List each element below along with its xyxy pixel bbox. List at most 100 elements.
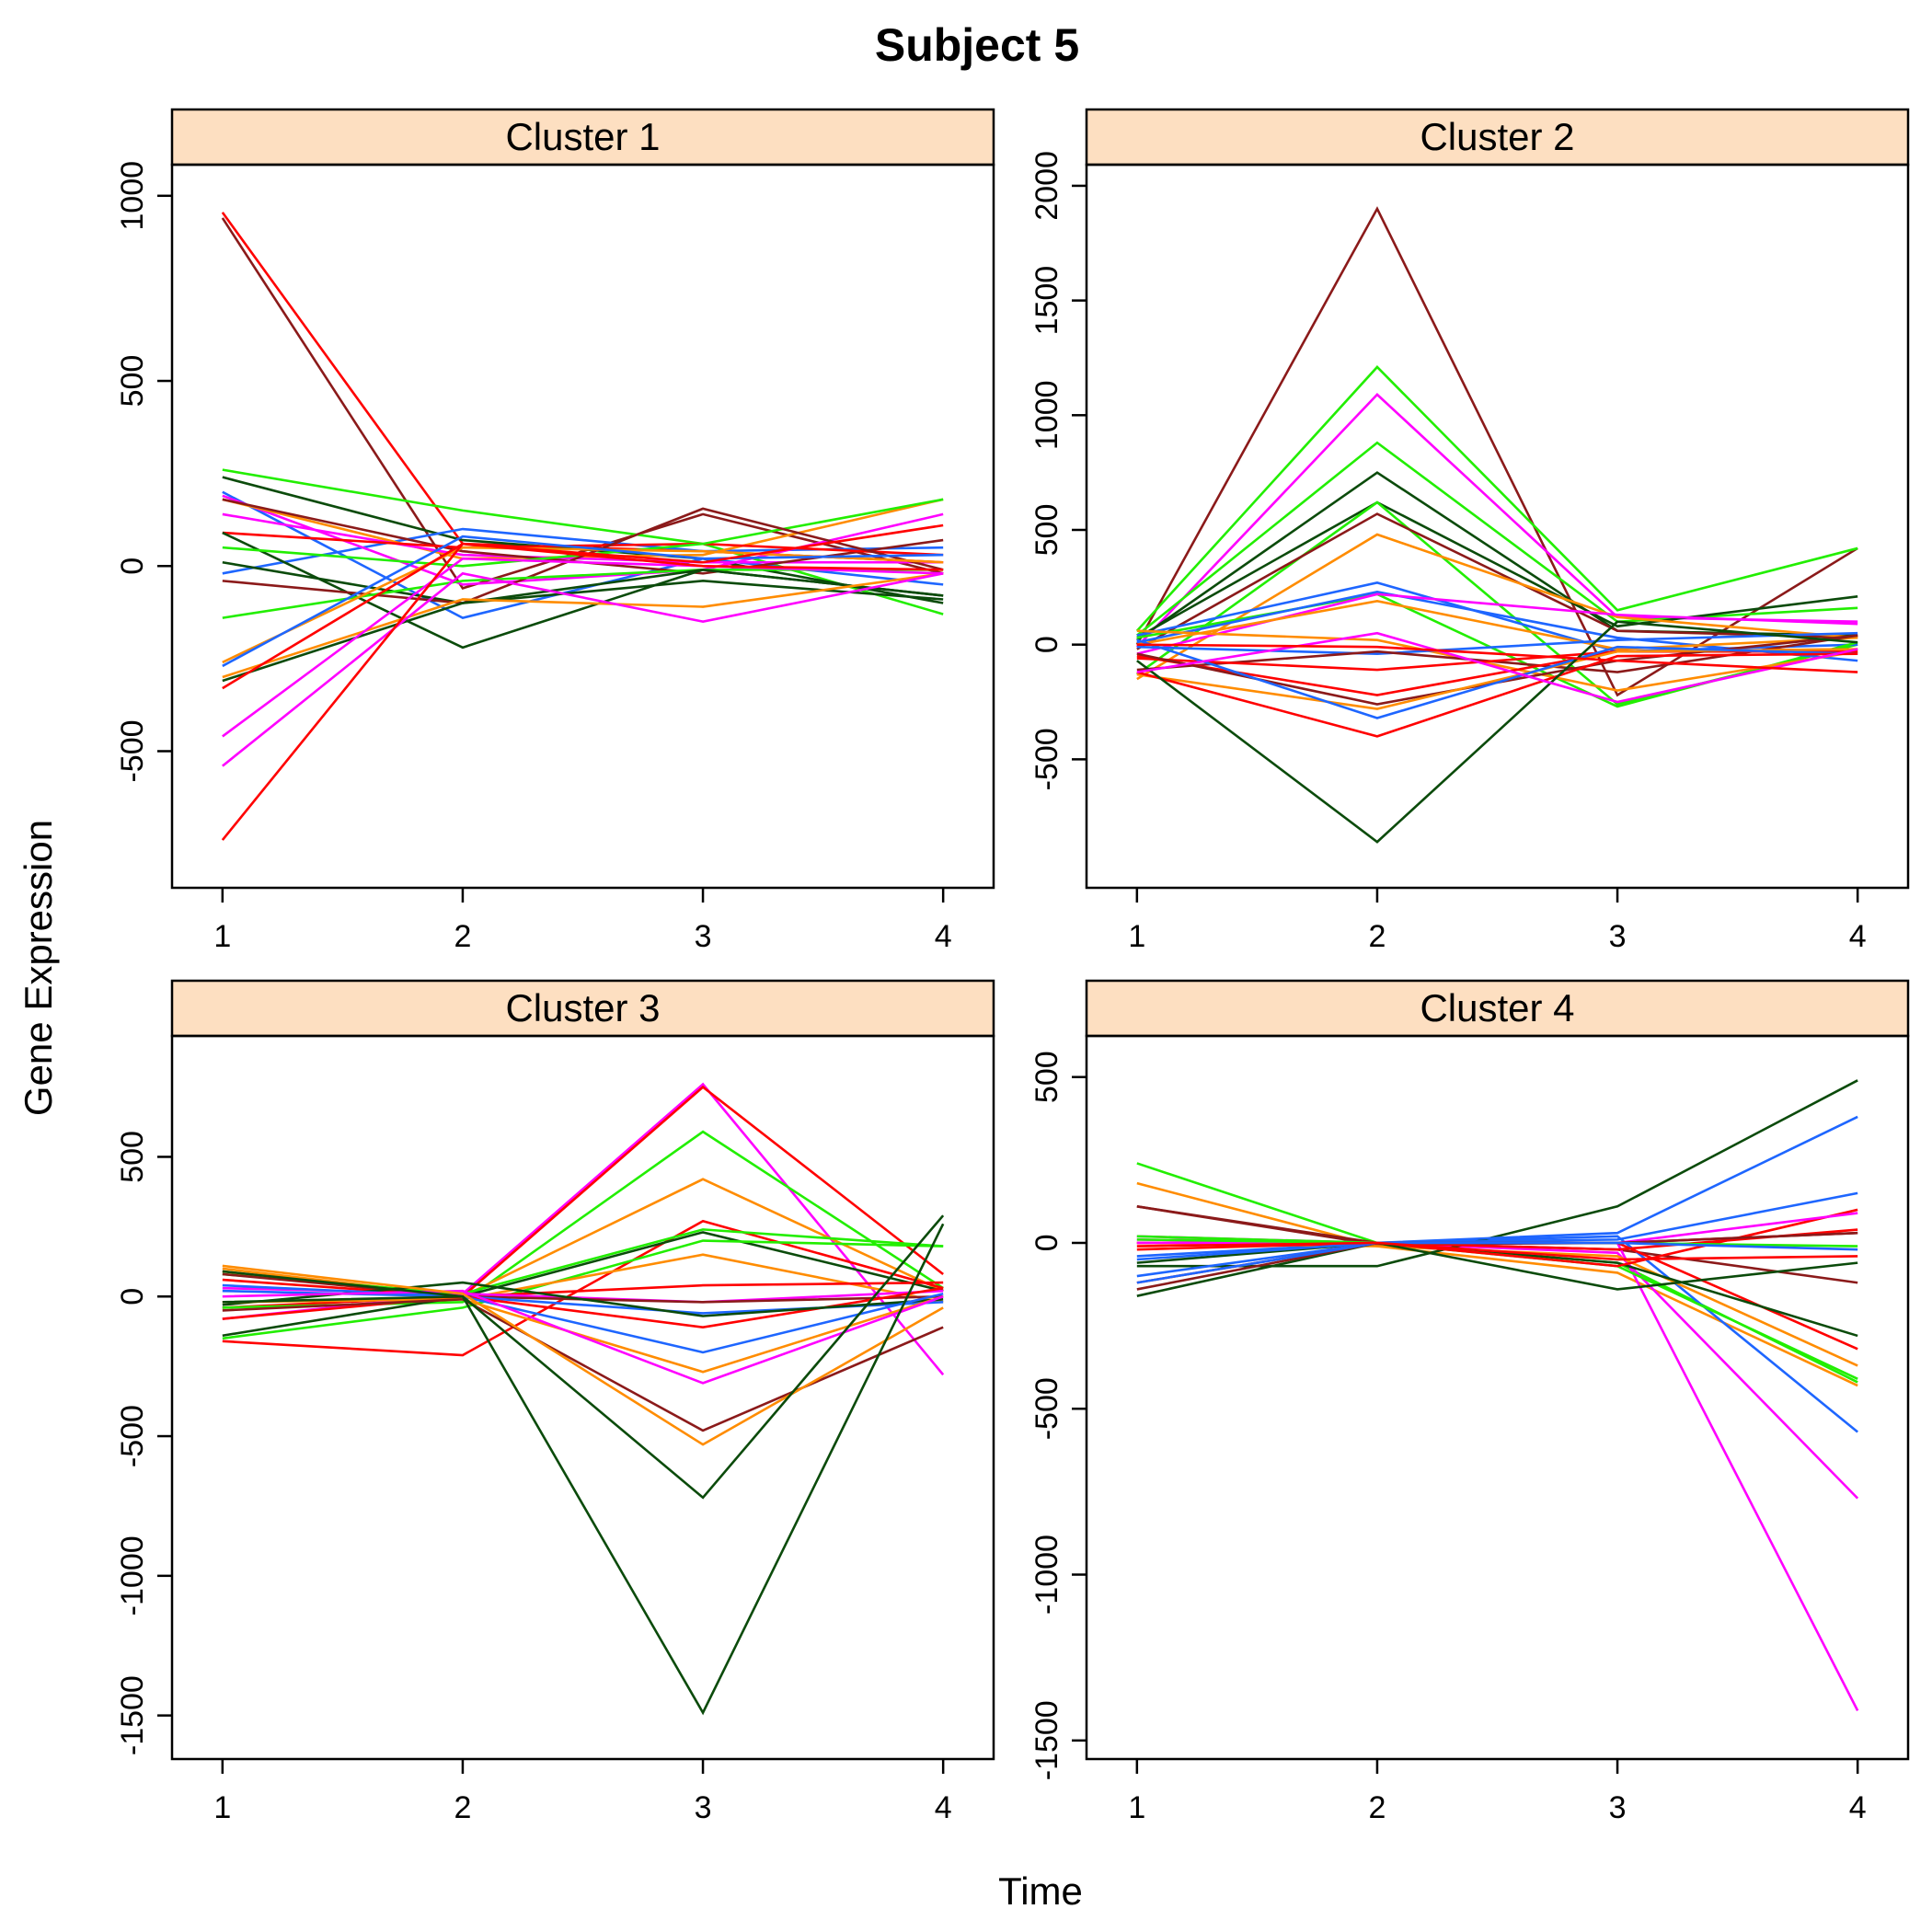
x-tick-label: 4 <box>935 1790 952 1825</box>
series-line-2 <box>1136 1181 1858 1387</box>
x-tick-label: 2 <box>454 1790 471 1825</box>
y-tick-label: 0 <box>1029 1235 1064 1252</box>
series-line-24 <box>221 542 944 841</box>
panel-strip-title: Cluster 4 <box>1420 986 1574 1029</box>
y-tick-label: -500 <box>1029 1377 1064 1440</box>
y-tick-label: 0 <box>115 1288 150 1305</box>
series-line-14 <box>1136 599 1858 650</box>
series-line-7 <box>1136 1235 1858 1433</box>
series-line-16 <box>1136 631 1858 655</box>
y-tick-label: -1000 <box>1029 1535 1064 1615</box>
y-tick-label: 500 <box>115 1131 150 1183</box>
series-line-7 <box>222 1239 944 1340</box>
y-tick-label: -1500 <box>115 1675 150 1755</box>
series-line-9 <box>222 512 944 564</box>
y-tick-label: 500 <box>1029 1051 1064 1103</box>
series-line-6 <box>222 1231 944 1338</box>
x-tick-label: 4 <box>1849 1790 1867 1825</box>
series-line-3 <box>222 468 944 615</box>
series-line-11 <box>222 531 944 557</box>
panel-strip-title: Cluster 3 <box>505 986 660 1029</box>
series-line-17 <box>1136 1241 1858 1297</box>
panel-strip-title: Cluster 1 <box>505 115 660 158</box>
panel-cluster-4: Cluster 4 1 2 3 4 -1500 -1000 -500 0 500 <box>1029 979 1910 1825</box>
x-tick-label: 1 <box>1128 919 1145 954</box>
y-tick-label: 1500 <box>1029 266 1064 336</box>
series-line-2 <box>222 1085 944 1309</box>
x-tick-label: 1 <box>213 919 231 954</box>
panel-cluster-2: Cluster 2 1 2 3 4 -500 0 500 1000 1500 2000 <box>1029 108 1910 954</box>
series-line-10 <box>222 1278 944 1298</box>
series-line-2 <box>1135 365 1858 632</box>
series-line-14 <box>1136 1191 1858 1261</box>
y-tick-label: 2000 <box>1029 151 1064 221</box>
y-tick-label: 1000 <box>1029 380 1064 450</box>
y-tick-label: 500 <box>115 355 150 408</box>
y-tick-label: -1000 <box>115 1535 150 1616</box>
series-group <box>1136 1079 1859 1711</box>
series-line-4 <box>1136 441 1858 637</box>
plot-frame <box>170 163 995 890</box>
series-line-5 <box>222 1219 944 1357</box>
x-tick-label: 4 <box>935 919 952 954</box>
series-line-13 <box>1136 1115 1858 1278</box>
series-line-22 <box>222 557 944 738</box>
series-line-23 <box>1136 652 1858 738</box>
series-line-1 <box>221 212 944 564</box>
series-line-19 <box>222 1297 944 1432</box>
series-line-18 <box>222 535 944 668</box>
series-group <box>221 212 944 841</box>
x-tick-label: 1 <box>213 1790 231 1825</box>
x-tick-label: 3 <box>695 919 712 954</box>
y-tick-label: -500 <box>115 1405 150 1467</box>
series-line-22 <box>1136 1241 1858 1261</box>
y-tick-label: 500 <box>1029 504 1064 557</box>
y-axis-label: Gene Expression <box>17 820 60 1116</box>
series-line-16 <box>222 1283 944 1354</box>
series-line-9 <box>1136 533 1858 681</box>
series-line-8 <box>1136 512 1858 650</box>
y-tick-label: -1500 <box>1029 1700 1064 1780</box>
x-tick-label: 1 <box>1128 1790 1145 1825</box>
y-tick-label: -500 <box>115 719 150 782</box>
series-line-25 <box>1136 631 1858 704</box>
series-line-5 <box>222 490 944 619</box>
x-tick-label: 3 <box>1609 919 1627 954</box>
series-line-23 <box>222 571 944 767</box>
series-line-21 <box>1136 1241 1858 1284</box>
panel-cluster-3: Cluster 3 1 2 3 4 -1500 -1000 -500 0 500 <box>115 979 995 1825</box>
plot-frame <box>1085 163 1910 890</box>
series-line-18 <box>222 1289 944 1385</box>
series-line-10 <box>1136 1241 1858 1338</box>
series-line-6 <box>1136 1238 1859 1500</box>
plot-frame <box>170 1034 995 1761</box>
panel-strip <box>1085 108 1910 167</box>
panel-strip <box>170 979 995 1038</box>
series-line-20 <box>222 1264 944 1446</box>
x-tick-label: 4 <box>1849 919 1867 954</box>
series-group <box>1135 206 1858 844</box>
chart-title: Subject 5 <box>875 19 1079 71</box>
y-tick-label: 0 <box>1029 636 1064 653</box>
series-line-21 <box>222 523 944 690</box>
series-line-20 <box>222 572 944 679</box>
series-line-24 <box>1136 620 1858 844</box>
x-axis-label: Time <box>998 1869 1083 1913</box>
x-tick-label: 2 <box>1368 919 1386 954</box>
series-line-22 <box>1136 638 1858 719</box>
panel-cluster-1: Cluster 1 1 2 3 4 -500 0 500 1000 <box>115 108 995 954</box>
y-tick-label: 1000 <box>115 161 150 231</box>
y-tick-label: -500 <box>1029 728 1064 790</box>
series-group <box>222 1082 945 1716</box>
panel-strip <box>170 108 995 167</box>
series-line-21 <box>222 1214 945 1500</box>
series-line-1 <box>1135 206 1858 697</box>
x-tick-label: 3 <box>695 1790 712 1825</box>
x-tick-label: 3 <box>1609 1790 1627 1825</box>
panel-strip-title: Cluster 2 <box>1420 115 1574 158</box>
series-line-5 <box>1136 1235 1859 1711</box>
y-tick-label: 0 <box>115 558 150 575</box>
plot-frame <box>1085 1034 1910 1761</box>
